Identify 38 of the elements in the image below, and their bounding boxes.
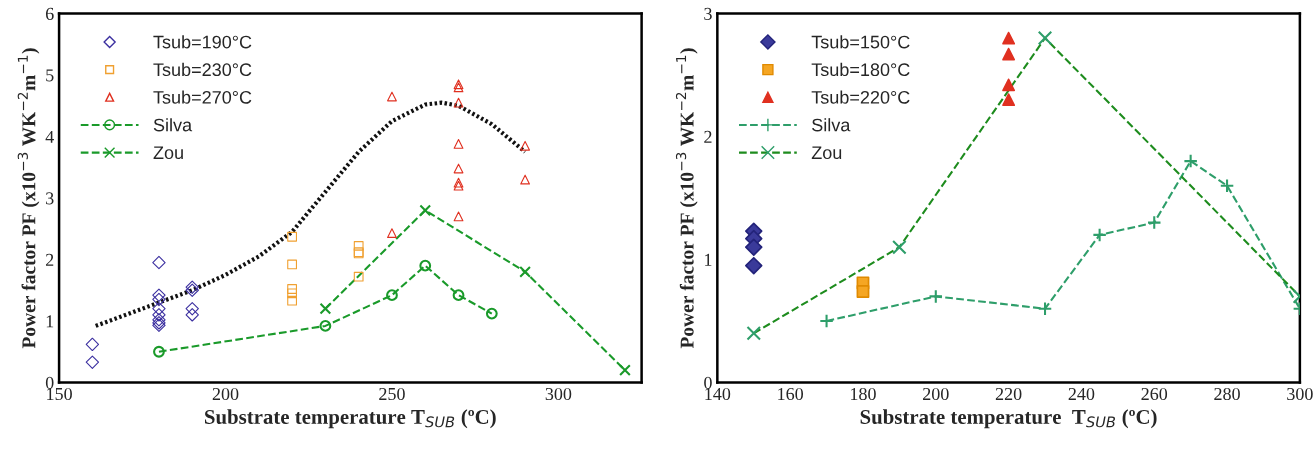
y-tick-label: 4 — [45, 130, 54, 143]
y-tick-label: 1 — [705, 253, 712, 266]
legend-label: Tsub=230°C — [153, 62, 252, 77]
y-tick-label: 2 — [704, 130, 712, 143]
legend-label: Zou — [811, 146, 842, 160]
y-axis-title: Power factor PF (x10$^{−3}$ WK$^{−2}$m$^{−1}$) — [675, 48, 698, 349]
x-tick-label: 160 — [778, 387, 804, 401]
x-axis-title: Substrate temperature T$_{SUB}$ (ºC) — [860, 409, 1157, 429]
y-tick-label: 6 — [45, 7, 54, 20]
y-tick-label: 3 — [46, 192, 54, 205]
x-tick-label: 200 — [212, 387, 239, 401]
legend-label: Silva — [153, 118, 193, 132]
x-axis-title: Substrate temperature T$_{SUB}$ (ºC) — [205, 409, 496, 429]
x-tick-label: 240 — [1068, 387, 1095, 401]
x-tick-label: 220 — [995, 387, 1022, 401]
legend-label: Tsub=150°C — [811, 35, 910, 49]
y-tick-label: 5 — [46, 69, 54, 82]
legend-label: Zou — [153, 146, 183, 160]
y-tick-label: 0 — [704, 376, 712, 389]
x-tick-label: 300 — [545, 387, 572, 401]
x-tick-label: 200 — [923, 387, 949, 401]
legend-label: Tsub=180°C — [811, 62, 910, 77]
legend-label: Tsub=190°C — [153, 35, 252, 49]
legend-label: Silva — [812, 118, 851, 132]
x-tick-label: 180 — [851, 387, 876, 401]
x-tick-label: 300 — [1287, 387, 1313, 401]
y-tick-label: 0 — [45, 376, 54, 389]
y-tick-label: 1 — [46, 315, 54, 328]
x-tick-label: 250 — [379, 387, 405, 401]
x-tick-label: 140 — [705, 387, 731, 401]
legend-label: Tsub=220°C — [811, 90, 910, 104]
x-tick-label: 280 — [1214, 387, 1240, 401]
y-tick-label: 2 — [45, 253, 54, 266]
legend-label: Tsub=270°C — [153, 90, 252, 104]
x-tick-label: 150 — [47, 387, 72, 401]
x-tick-label: 260 — [1141, 387, 1168, 401]
y-axis-title: Power factor PF (x10$^{−3}$ WK$^{−2}$m$^{−1}$) — [17, 48, 40, 349]
y-tick-label: 3 — [704, 7, 712, 20]
